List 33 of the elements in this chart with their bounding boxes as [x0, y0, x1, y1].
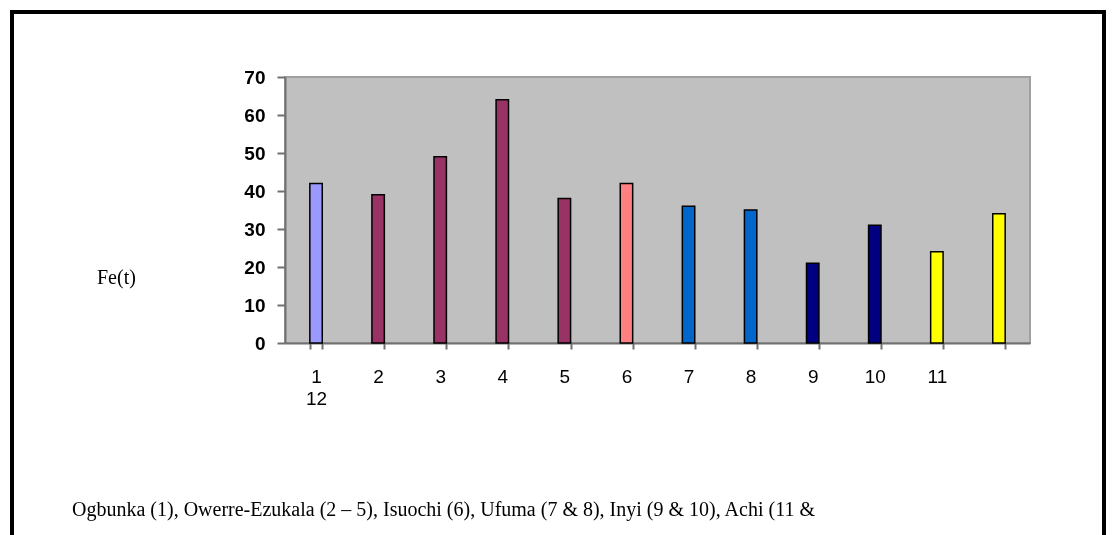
x-tick-label: 11 [927, 365, 948, 387]
bar [929, 251, 944, 344]
bar [495, 99, 510, 344]
bar [681, 205, 696, 344]
y-tick-label: 10 [244, 294, 266, 316]
x-tick-label: 2 [373, 365, 384, 387]
bar [867, 224, 882, 344]
x-tick-label: 4 [497, 365, 509, 387]
bar [619, 182, 634, 344]
x-tick-label: 8 [745, 365, 757, 387]
text: Fe(t) [97, 266, 136, 289]
bar [743, 209, 758, 344]
y-tick-label: 30 [244, 218, 266, 240]
x-tick-label: 7 [683, 365, 695, 387]
y-tick-label: 20 [244, 256, 266, 278]
bar [992, 213, 1006, 344]
x-tick-label: 1 12 [305, 365, 328, 409]
y-tick-label: 50 [244, 142, 266, 164]
bar [557, 197, 572, 344]
text: Ogbunka (1), Owerre-Ezukala (2 – 5), Isuochi (6), Ufuma (7 & 8), Inyi (9 & 10), Achi (11 & [72, 498, 815, 521]
x-tick-label: 6 [621, 365, 633, 387]
y-tick-label: 0 [254, 332, 266, 354]
x-tick-label: 3 [435, 365, 446, 387]
x-tick-label: 5 [559, 365, 571, 387]
bar [309, 182, 323, 344]
bar [805, 262, 820, 344]
y-tick-label: 40 [244, 180, 266, 202]
bar [371, 194, 386, 344]
bar [433, 156, 448, 344]
y-tick-label: 70 [244, 66, 266, 88]
x-tick-label: 10 [864, 365, 886, 387]
y-tick-label: 60 [244, 104, 266, 126]
x-tick-label: 9 [807, 365, 819, 387]
